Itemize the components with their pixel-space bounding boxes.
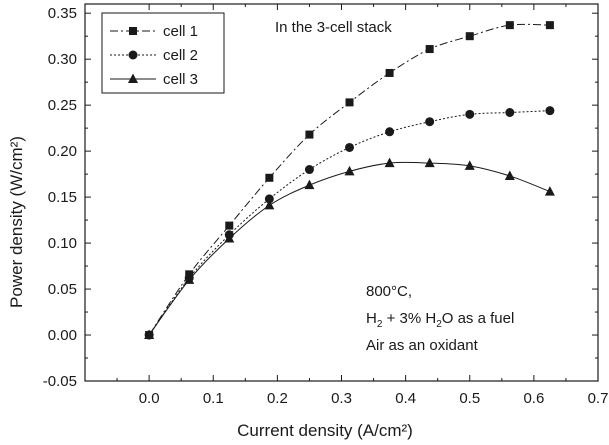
x-tick-label: 0.4: [395, 390, 416, 407]
data-point: [264, 199, 275, 210]
conditions-h-subscript: 2: [377, 319, 383, 330]
data-point: [545, 106, 555, 116]
legend-label: cell 2: [163, 47, 198, 64]
data-point: [424, 157, 435, 168]
x-tick-label: 0.6: [523, 390, 544, 407]
conditions-line-3: Air as an oxidant: [366, 337, 479, 354]
legend-box: [101, 12, 225, 94]
data-point: [224, 232, 235, 243]
series-layer: [144, 21, 555, 340]
legend-marker: [128, 50, 138, 60]
conditions-fuel-text: O as a fuel: [442, 310, 515, 327]
y-tick-label: 0.00: [48, 327, 77, 344]
data-point: [305, 130, 314, 139]
legend-marker: [128, 73, 138, 83]
y-tick-label: -0.05: [43, 373, 77, 390]
data-point: [264, 194, 274, 204]
top-annotation: In the 3-cell stack: [275, 19, 392, 36]
x-tick-label: 0.5: [459, 390, 480, 407]
y-tick-label: 0.35: [48, 5, 77, 22]
y-tick-label: 0.10: [48, 235, 77, 252]
data-point: [465, 32, 474, 41]
data-point: [345, 98, 354, 107]
x-tick-label: 0.0: [139, 390, 160, 407]
y-axis-title: Power density (W/cm²): [7, 136, 26, 308]
series-2: [144, 106, 555, 340]
data-point: [504, 170, 515, 180]
data-point: [384, 157, 395, 168]
data-point: [385, 68, 394, 77]
data-point: [225, 221, 234, 230]
y-tick-label: 0.25: [48, 97, 77, 114]
data-point: [425, 45, 434, 54]
conditions-annotation: 800°C, H2 + 3% H2O as a fuel Air as an o…: [366, 283, 514, 354]
data-point: [345, 142, 355, 152]
x-tick-label: 0.3: [331, 390, 352, 407]
y-tick-label: 0.15: [48, 189, 77, 206]
data-point: [544, 186, 555, 196]
legend-marker: [129, 27, 137, 35]
x-tick-label: 0.7: [588, 390, 609, 407]
data-point: [385, 127, 395, 137]
data-point: [505, 21, 514, 30]
data-point: [184, 274, 195, 284]
data-point: [265, 173, 274, 182]
axes: 0.0 0.1 0.2 0.3 0.4 0.5 0.6 0.7 -0.05 0.00 0.05 0.1…: [43, 3, 609, 407]
data-point: [425, 117, 435, 127]
y-tick-label: 0.05: [48, 281, 77, 298]
data-point: [545, 21, 554, 30]
data-point: [344, 165, 355, 176]
series-3: [144, 157, 555, 340]
x-tick-label: 0.1: [203, 390, 224, 407]
x-axis-title: Current density (A/cm²): [237, 421, 413, 440]
x-tick-label: 0.2: [267, 390, 288, 407]
data-point: [505, 108, 515, 118]
legend-label: cell 3: [163, 71, 198, 88]
conditions-water-text: + 3% H: [382, 310, 436, 327]
legend-label: cell 1: [163, 23, 198, 40]
y-tick-label: 0.20: [48, 143, 77, 160]
y-tick-label: 0.30: [48, 51, 77, 68]
conditions-line-1: 800°C,: [366, 283, 412, 300]
data-point: [464, 160, 475, 170]
data-point: [304, 179, 315, 190]
data-point: [304, 165, 314, 175]
conditions-water-subscript: 2: [436, 319, 442, 330]
conditions-h-symbol: H: [366, 310, 377, 327]
data-point: [144, 329, 155, 340]
legend: cell 1 cell 2 cell 3: [101, 12, 225, 94]
conditions-line-2: H2 + 3% H2O as a fuel: [366, 310, 514, 330]
data-point: [465, 109, 475, 119]
